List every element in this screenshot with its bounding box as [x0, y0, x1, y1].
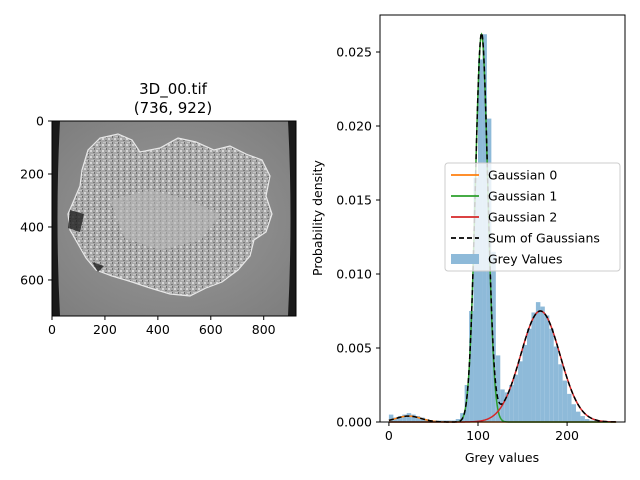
- histogram-y-tick-label: 0.020: [336, 119, 372, 134]
- histogram-bar: [388, 414, 394, 422]
- histogram-x-axis: 0 100 200: [385, 422, 579, 443]
- histogram-y-tick-label: 0.005: [336, 341, 372, 356]
- histogram-x-tick-label: 0: [385, 428, 393, 443]
- histogram-y-tick-label: 0.025: [336, 45, 372, 60]
- histogram-bar: [535, 302, 541, 422]
- legend-label: Gaussian 1: [488, 189, 557, 204]
- image-x-tick-label: 200: [93, 322, 117, 337]
- legend: Gaussian 0 Gaussian 1 Gaussian 2 Sum of Gau…: [444, 162, 621, 272]
- x-axis-label: Grey values: [465, 450, 539, 465]
- histogram-bar: [402, 414, 407, 422]
- image-y-tick-label: 0: [36, 114, 44, 129]
- histogram-x-tick-label: 200: [555, 428, 579, 443]
- plot-frame: [379, 14, 626, 423]
- legend-box: [444, 162, 621, 272]
- histogram-bar: [393, 417, 398, 422]
- image-x-tick-label: 800: [252, 322, 276, 337]
- histogram-bar: [509, 385, 514, 422]
- image-y-tick-label: 200: [20, 166, 44, 181]
- histogram-bar: [562, 380, 568, 422]
- histogram-bar: [513, 374, 519, 422]
- ct-slice-image: [52, 121, 296, 316]
- histogram-bar: [455, 419, 461, 422]
- sum-of-gaussians-curve: [388, 31, 617, 423]
- histogram-bar: [504, 392, 510, 422]
- histogram-bar: [540, 306, 545, 422]
- histogram-y-tick-label: 0.010: [336, 267, 372, 282]
- histogram-panel: 0 100 200 0.000 0.005 0.010 0.015 0.020 0.025 G…: [310, 14, 626, 465]
- histogram-bar: [495, 355, 501, 422]
- legend-label: Gaussian 0: [488, 168, 557, 183]
- histogram-bar: [491, 251, 496, 422]
- histogram-bar: [531, 312, 536, 422]
- legend-label: Grey Values: [488, 252, 562, 267]
- image-x-tick-label: 400: [146, 322, 170, 337]
- histogram-bar: [576, 411, 581, 422]
- histogram-bar: [558, 364, 563, 422]
- histogram-bar: [397, 416, 403, 422]
- legend-label: Sum of Gaussians: [488, 231, 600, 246]
- image-x-tick-label: 600: [199, 322, 223, 337]
- histogram-bar: [584, 419, 590, 422]
- histogram-bar: [544, 315, 550, 422]
- image-x-tick-label: 0: [48, 322, 56, 337]
- legend-label: Gaussian 2: [488, 210, 557, 225]
- histogram-bar: [411, 414, 416, 422]
- legend-swatch: [451, 254, 479, 264]
- image-x-axis: 0 200 400 600 800: [48, 316, 276, 337]
- image-title-line1: 3D_00.tif: [139, 80, 207, 99]
- histogram-bar: [571, 404, 576, 422]
- histogram-bar: [406, 413, 412, 422]
- image-panel: 3D_00.tif (736, 922): [20, 80, 297, 337]
- histogram-bar: [527, 328, 532, 422]
- histogram-bar: [553, 346, 559, 422]
- image-y-tick-label: 600: [20, 272, 44, 287]
- histogram-bar: [549, 328, 554, 422]
- histogram-x-tick-label: 100: [466, 428, 490, 443]
- image-y-axis: 0 200 400 600: [20, 114, 52, 287]
- image-title-line2: (736, 922): [134, 99, 213, 117]
- histogram-bar: [469, 311, 474, 422]
- histogram-bar: [415, 416, 421, 422]
- histogram-bar: [567, 393, 572, 422]
- histogram-bar: [522, 345, 527, 422]
- histogram-bar: [518, 361, 523, 422]
- histogram-bar: [580, 416, 585, 422]
- histogram-bar: [420, 417, 425, 422]
- histogram-bar: [473, 177, 478, 422]
- image-y-tick-label: 400: [20, 219, 44, 234]
- histogram-y-axis: 0.000 0.005 0.010 0.015 0.020 0.025: [336, 45, 380, 430]
- y-axis-label: Probability density: [310, 159, 325, 275]
- histogram-y-tick-label: 0.015: [336, 193, 372, 208]
- histogram-y-tick-label: 0.000: [336, 415, 372, 430]
